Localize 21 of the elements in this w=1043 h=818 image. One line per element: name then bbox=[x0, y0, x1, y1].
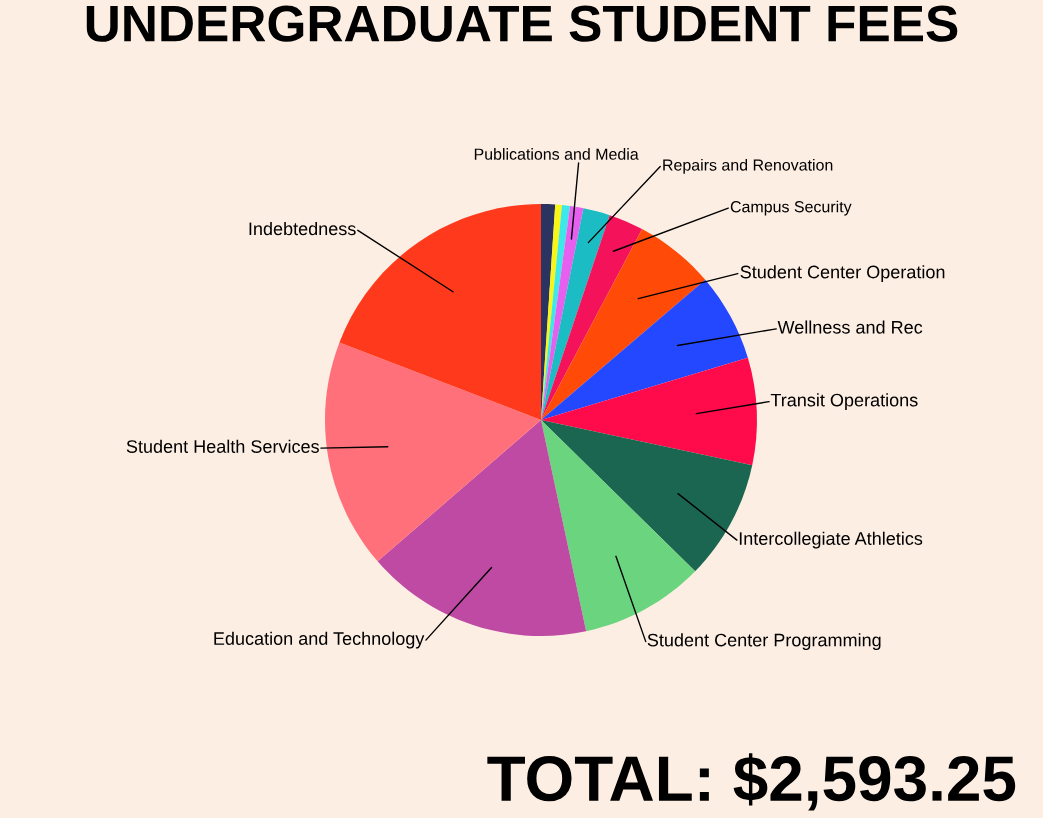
slice-label: Repairs and Renovation bbox=[663, 158, 833, 174]
pie-slice bbox=[541, 215, 643, 420]
slice-label: Transit Operations bbox=[770, 393, 918, 411]
slice-label: Student Center Programming bbox=[647, 633, 881, 651]
chart-title: UNDERGRADUATE STUDENT FEES bbox=[86, 5, 958, 42]
pie-slice bbox=[541, 357, 757, 466]
pie-slice bbox=[541, 208, 610, 420]
slice-label: Intercollegiate Athletics bbox=[739, 531, 923, 549]
slice-label: Student Center Operation bbox=[740, 265, 945, 282]
pie-slice bbox=[541, 229, 706, 420]
pie-slice bbox=[541, 279, 748, 420]
pie-slice bbox=[541, 420, 696, 632]
text: TOTAL: $2,593.25 bbox=[487, 753, 1016, 811]
slice-label: Education and Technology bbox=[214, 631, 425, 649]
pie-slice bbox=[541, 205, 584, 420]
pie-slice bbox=[325, 342, 541, 562]
slice-label: Publications and Media bbox=[474, 148, 639, 160]
slice-label: Indebtedness bbox=[249, 221, 356, 236]
slice-label: Wellness and Rec bbox=[777, 320, 923, 334]
slice-label: Campus Security bbox=[730, 200, 852, 216]
slice-label: Student Health Services bbox=[126, 439, 319, 453]
